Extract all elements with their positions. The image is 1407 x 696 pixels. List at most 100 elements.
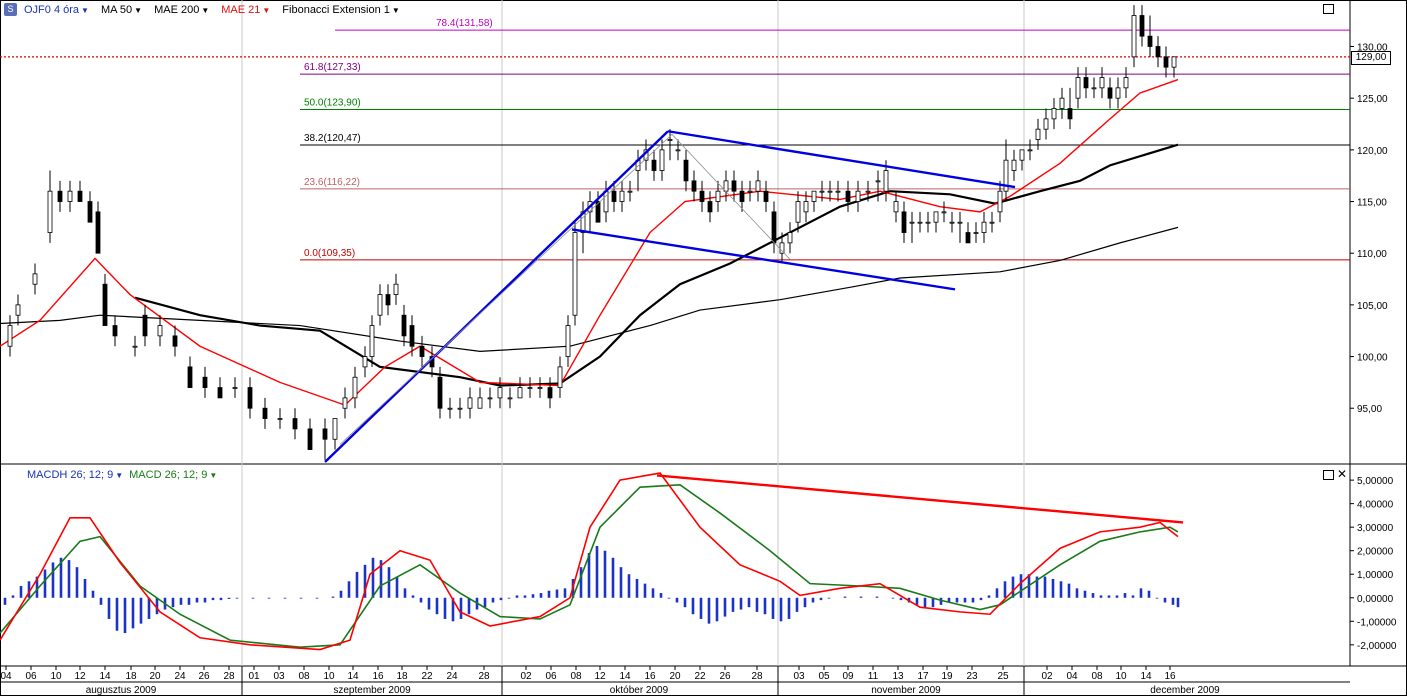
candle-body [1059,97,1065,109]
macd-histogram-bar [147,597,151,619]
macd-histogram-bar [1099,595,1103,598]
fib-level-label: 0.0(109,35) [304,248,355,259]
close-icon[interactable]: ✕ [1337,467,1348,481]
macd-histogram-bar [483,597,487,608]
macd-histogram-bar [1131,595,1135,598]
macd-histogram-bar [635,578,639,598]
macd-histogram-bar [115,597,119,631]
macd-histogram-bar [267,597,271,599]
macd-histogram-bar [667,597,671,599]
day-tick-label: 20 [149,671,161,682]
indicator-fibonacci[interactable]: Fibonacci Extension 1 ▼ [282,4,400,16]
fib-level-label: 23.6(116,22) [304,177,360,188]
macd-histogram-bar [555,589,559,598]
indicator-mae200[interactable]: MAE 200 ▼ [154,4,210,16]
day-tick-label: 10 [50,671,62,682]
fib-extension-guide [339,133,791,445]
macd-histogram-bar [595,546,599,598]
macd-histogram-bar [739,597,743,610]
macd-tick-label: 0,00000 [1357,594,1394,605]
day-tick-label: 02 [520,671,532,682]
candle-body [675,149,681,152]
candle-body [565,325,571,357]
chevron-down-icon: ▼ [262,5,271,15]
candle-body [537,387,543,389]
candle-body [132,345,138,348]
macd-histogram-bar [1147,590,1151,598]
macd-histogram-bar [523,595,527,598]
day-tick-label: 16 [644,671,656,682]
day-tick-label: 06 [25,671,37,682]
candle-body [811,190,817,202]
macd-histogram-bar [795,597,799,612]
candle-body [691,180,697,192]
candle-body [1035,128,1041,140]
macd-histogram-bar [67,560,71,598]
macd-histogram-bar [1043,576,1047,598]
candle-body [707,201,713,213]
candle-body [401,314,407,337]
macd-histogram-bar [1059,581,1063,598]
macd-histogram-bar [211,597,215,601]
candle-body [87,201,93,223]
candle-body [362,356,368,368]
candle-body [377,294,383,316]
month-label: augusztus 2009 [86,685,157,696]
indicator-macdh[interactable]: MACDH 26; 12; 9 ▼ [27,469,124,481]
day-tick-label: 08 [298,671,310,682]
macd-histogram-bar [931,597,935,608]
macd-histogram-bar [627,574,631,598]
candle-body [342,397,348,409]
macd-histogram-bar [563,588,567,598]
macd-histogram-bar [1171,597,1175,605]
maximize-macd-panel-button[interactable] [1323,470,1334,480]
symbol-selector[interactable]: OJF0 4 óra ▼ [24,4,89,16]
day-tick-label: 03 [793,671,805,682]
indicator-macd[interactable]: MACD 26; 12; 9 ▼ [129,469,218,481]
macd-histogram-bar [203,597,207,603]
macd-histogram-bar [355,571,359,598]
macd-histogram-bar [587,553,591,598]
macd-histogram-bar [899,597,903,601]
macd-histogram-bar [499,597,503,601]
macd-histogram-bar [331,596,335,598]
symbol-icon[interactable]: S [4,3,17,16]
price-tick-label: 130,00 [1357,43,1388,54]
macd-histogram-bar [979,597,983,601]
macd-histogram-bar [875,596,879,598]
macd-histogram-bar [643,583,647,598]
day-tick-label: 24 [174,671,186,682]
candle-body [855,190,861,202]
candle-body [619,190,625,202]
candle-body [667,139,673,141]
macd-histogram-bar [1123,593,1127,598]
day-tick-label: 20 [669,671,681,682]
macd-histogram-bar [171,597,175,608]
candle-body [7,325,13,347]
macd-histogram-bar [755,597,759,612]
candle-body [1115,87,1121,99]
candle-body [933,211,939,223]
candle-body [277,418,283,420]
indicator-ma50[interactable]: MA 50 ▼ [100,4,143,16]
macd-histogram-bar [1115,595,1119,598]
macd-histogram-bar [131,597,135,629]
candle-body [771,211,777,244]
day-tick-label: 16 [372,671,384,682]
month-label: október 2009 [610,685,669,696]
indicator-mae21[interactable]: MAE 21 ▼ [221,4,271,16]
candle-body [385,294,391,306]
candle-body [457,407,463,410]
maximize-price-panel-button[interactable] [1323,4,1334,14]
day-tick-label: 22 [421,671,433,682]
candle-body [202,376,208,388]
candle-body [142,314,148,337]
chevron-down-icon: ▼ [81,5,89,15]
macd-histogram-bar [723,597,727,617]
day-tick-label: 08 [570,671,582,682]
day-tick-label: 04 [0,671,12,682]
macd-histogram-bar [195,597,199,603]
candle-body [1139,15,1145,37]
